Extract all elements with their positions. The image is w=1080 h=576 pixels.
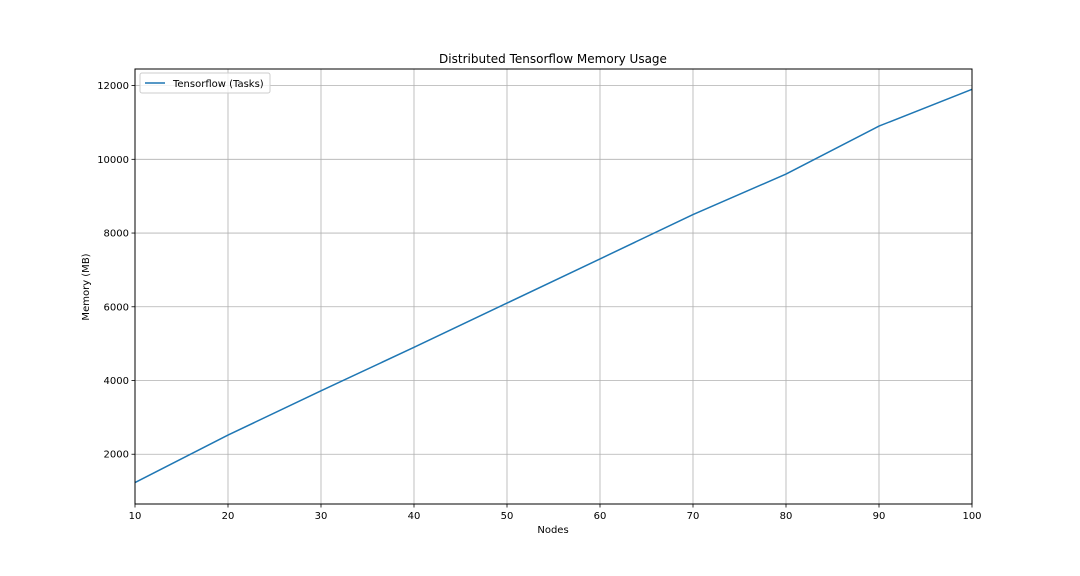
- plot-frame: [134, 68, 973, 505]
- series-layer: [134, 88, 973, 484]
- data-point: [413, 347, 415, 349]
- y-tick-label: 12000: [97, 81, 129, 92]
- y-axis-title: Memory (MB): [81, 253, 92, 320]
- grid: [134, 69, 973, 504]
- x-axis-title: Nodes: [537, 525, 568, 536]
- legend-label: Tensorflow (Tasks): [172, 79, 264, 90]
- x-tick-label: 70: [687, 511, 700, 522]
- data-point: [506, 302, 508, 304]
- legend-box: [139, 72, 271, 94]
- y-tick-label: 10000: [97, 155, 129, 166]
- y-tick-label: 8000: [104, 229, 129, 240]
- legend: Tensorflow (Tasks): [139, 72, 271, 94]
- y-tick-label: 6000: [104, 302, 129, 313]
- x-tick-label: 80: [780, 511, 793, 522]
- x-tick-label: 10: [129, 511, 142, 522]
- x-tick-label: 30: [315, 511, 328, 522]
- x-tick-label: 20: [222, 511, 235, 522]
- y-axis: 2000 4000 6000 8000 10000 12000: [97, 81, 135, 461]
- data-point: [785, 173, 787, 175]
- series-line: [134, 88, 973, 484]
- x-tick-label: 50: [501, 511, 514, 522]
- data-point: [320, 390, 322, 392]
- data-point: [599, 258, 601, 260]
- y-tick-label: 4000: [104, 376, 129, 387]
- x-tick-label: 40: [408, 511, 421, 522]
- y-tick-label: 2000: [104, 450, 129, 461]
- x-tick-label: 100: [962, 511, 981, 522]
- x-axis: 10 20 30 40 50 60 70 80 90 100: [129, 504, 982, 522]
- data-point: [227, 434, 229, 436]
- x-tick-label: 90: [873, 511, 886, 522]
- x-tick-label: 60: [594, 511, 607, 522]
- chart-title: Distributed Tensorflow Memory Usage: [439, 52, 667, 66]
- data-point: [878, 125, 880, 127]
- data-point: [692, 214, 694, 216]
